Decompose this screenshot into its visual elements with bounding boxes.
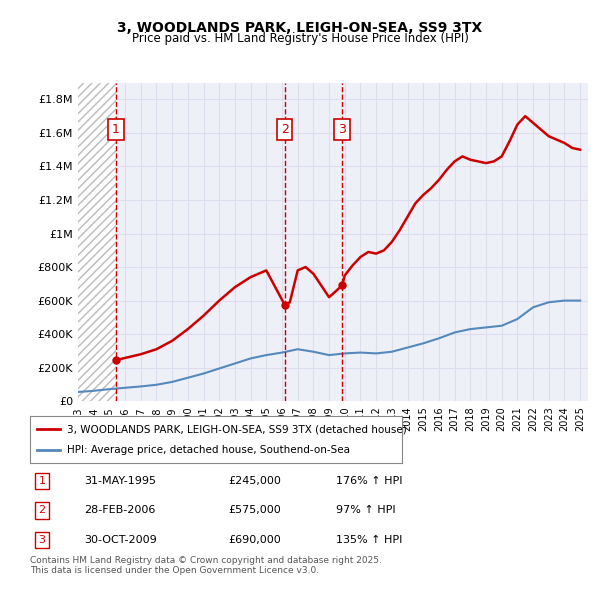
Text: 1: 1 (112, 123, 120, 136)
Text: 1: 1 (38, 476, 46, 486)
Text: 3: 3 (338, 123, 346, 136)
Text: 28-FEB-2006: 28-FEB-2006 (84, 506, 155, 515)
Text: £690,000: £690,000 (228, 535, 281, 545)
Text: HPI: Average price, detached house, Southend-on-Sea: HPI: Average price, detached house, Sout… (67, 445, 350, 455)
Text: 3, WOODLANDS PARK, LEIGH-ON-SEA, SS9 3TX (detached house): 3, WOODLANDS PARK, LEIGH-ON-SEA, SS9 3TX… (67, 424, 407, 434)
Text: £575,000: £575,000 (228, 506, 281, 515)
Bar (78, 83, 116, 401)
Text: 30-OCT-2009: 30-OCT-2009 (84, 535, 157, 545)
Text: Contains HM Land Registry data © Crown copyright and database right 2025.
This d: Contains HM Land Registry data © Crown c… (30, 556, 382, 575)
Text: 3, WOODLANDS PARK, LEIGH-ON-SEA, SS9 3TX: 3, WOODLANDS PARK, LEIGH-ON-SEA, SS9 3TX (118, 21, 482, 35)
Text: £245,000: £245,000 (228, 476, 281, 486)
Text: 97% ↑ HPI: 97% ↑ HPI (336, 506, 395, 515)
Text: 176% ↑ HPI: 176% ↑ HPI (336, 476, 403, 486)
Text: 2: 2 (38, 506, 46, 515)
Text: 3: 3 (38, 535, 46, 545)
Text: 135% ↑ HPI: 135% ↑ HPI (336, 535, 403, 545)
Text: Price paid vs. HM Land Registry's House Price Index (HPI): Price paid vs. HM Land Registry's House … (131, 32, 469, 45)
Text: 31-MAY-1995: 31-MAY-1995 (84, 476, 156, 486)
Text: 2: 2 (281, 123, 289, 136)
